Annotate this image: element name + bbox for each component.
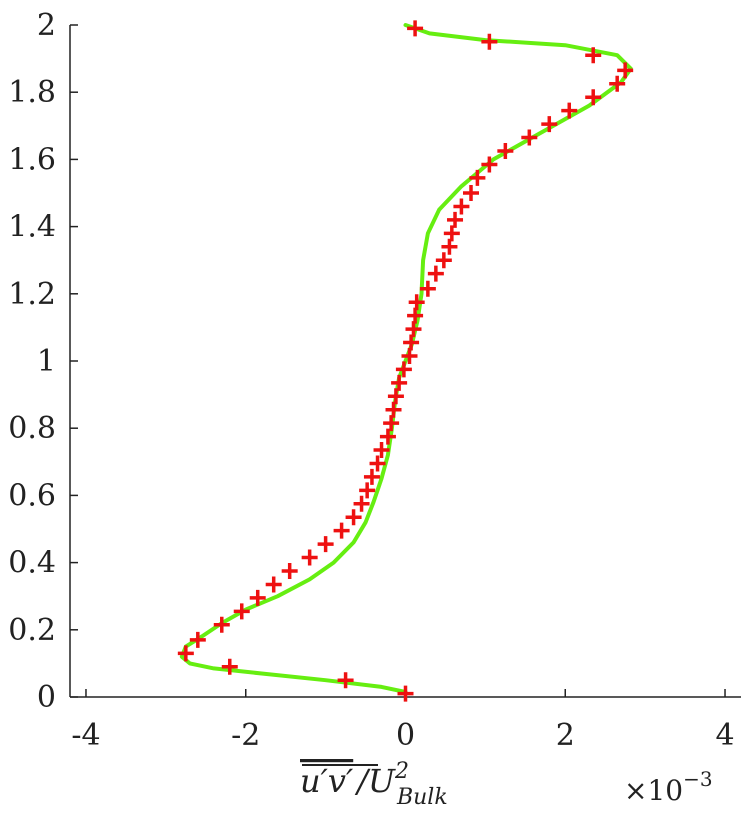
data-point-marker: [435, 252, 452, 269]
y-tick-label: 0.6: [8, 478, 56, 513]
data-point-marker: [221, 658, 238, 675]
y-tick-label: 0: [37, 680, 56, 715]
data-point-marker: [447, 211, 464, 228]
x-tick-label: 0: [396, 718, 415, 753]
data-point-marker: [609, 75, 626, 92]
data-point-marker: [405, 321, 422, 338]
y-tick-label: 0.4: [8, 546, 56, 581]
data-point-marker: [585, 89, 602, 106]
data-point-marker: [395, 361, 412, 378]
y-tick-label: 0.8: [8, 411, 56, 446]
data-point-marker: [617, 62, 634, 79]
y-tick-label: 1: [37, 344, 56, 379]
data-point-marker: [481, 156, 498, 173]
x-axis-multiplier: ×10−3: [624, 767, 713, 807]
x-axis-multiplier-base: ×10: [624, 774, 683, 807]
series-line: [179, 23, 633, 694]
data-point-marker: [561, 102, 578, 119]
data-point-marker: [585, 47, 602, 64]
x-axis-label-base: U: [368, 762, 396, 800]
data-point-marker: [379, 428, 396, 445]
data-point-marker: [281, 563, 298, 579]
data-point-marker: [407, 20, 424, 37]
data-point-marker: [353, 495, 370, 512]
y-tick-label: 1.2: [8, 277, 56, 312]
data-point-marker: [403, 334, 420, 351]
data-point-marker: [453, 198, 470, 215]
data-point-marker: [233, 603, 250, 620]
data-point-marker: [385, 401, 402, 418]
data-point-marker: [317, 536, 334, 553]
data-point-marker: [359, 482, 376, 499]
x-axis-label-overline: u′v′: [300, 762, 354, 800]
data-point-marker: [407, 307, 424, 324]
data-point-marker: [463, 185, 480, 201]
data-point-marker: [443, 225, 460, 242]
x-tick-label: -4: [71, 718, 100, 753]
data-point-marker: [177, 645, 194, 662]
y-tick-label: 2: [37, 8, 56, 43]
data-point-marker: [497, 143, 514, 159]
x-axis-ticks: -4 -2 0 2 4: [71, 689, 735, 753]
x-axis-multiplier-exp: −3: [683, 767, 712, 791]
y-axis-ticks: 0 0.2 0.4 0.6 0.8 1 1.2 1.4 1.6 1.8 2: [8, 8, 78, 715]
x-axis-label: u′v′/U2 Bulk: [300, 759, 448, 810]
data-point-marker: [383, 415, 400, 432]
data-point-marker: [373, 442, 390, 459]
data-point-marker: [469, 169, 486, 186]
x-axis-label-sup: 2: [394, 759, 409, 784]
data-point-marker: [419, 280, 436, 297]
series-markers: [177, 20, 634, 702]
data-point-marker: [441, 238, 458, 255]
data-point-marker: [481, 33, 498, 50]
data-point-marker: [401, 347, 418, 364]
x-tick-label: -2: [231, 718, 260, 753]
data-point-marker: [213, 616, 230, 633]
data-point-marker: [391, 374, 408, 391]
data-point-marker: [249, 589, 266, 606]
data-point-marker: [301, 549, 318, 566]
data-point-marker: [387, 388, 404, 405]
data-point-marker: [345, 509, 362, 526]
data-point-marker: [337, 672, 354, 689]
data-point-marker: [408, 294, 425, 311]
data-point-marker: [265, 576, 282, 593]
data-point-marker: [541, 116, 558, 133]
data-point-marker: [397, 685, 414, 702]
x-axis-label-slash: /: [354, 762, 371, 800]
x-tick-label: 4: [715, 718, 734, 753]
y-tick-label: 0.2: [8, 613, 56, 648]
data-point-marker: [189, 631, 206, 648]
x-tick-label: 2: [556, 718, 575, 753]
x-axis-label-sub: Bulk: [396, 785, 448, 810]
data-point-marker: [369, 455, 386, 472]
y-tick-label: 1.6: [8, 142, 56, 177]
data-point-marker: [333, 522, 350, 539]
data-point-marker: [427, 265, 444, 282]
y-tick-label: 1.8: [8, 75, 56, 110]
data-point-marker: [363, 468, 380, 485]
data-point-marker: [521, 129, 538, 146]
y-tick-label: 1.4: [8, 210, 56, 245]
